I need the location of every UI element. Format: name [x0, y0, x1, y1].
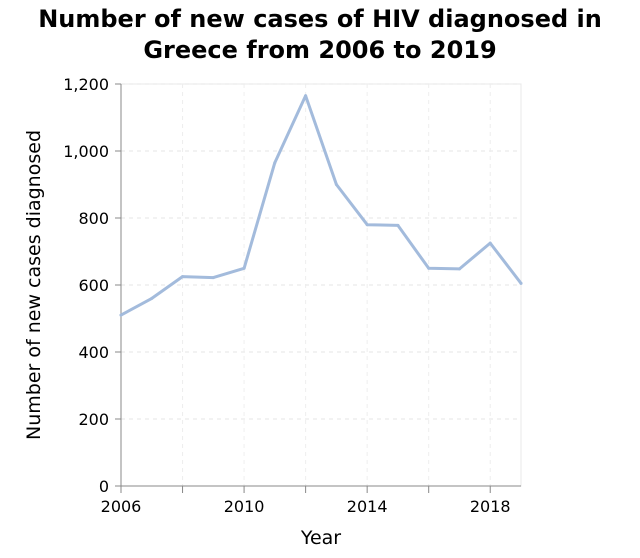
axes: 0 200 400 600 800 1,000 1,200 2006 2010 2014 2018 — [63, 75, 521, 516]
series-group — [119, 94, 523, 317]
data-point — [519, 281, 523, 285]
data-point — [181, 275, 185, 279]
data-point — [396, 223, 400, 227]
x-tick-label: 2006 — [101, 497, 142, 516]
data-point — [242, 266, 246, 270]
y-tick-label: 200 — [78, 410, 109, 429]
grid-lines — [120, 83, 521, 486]
data-point — [119, 313, 123, 317]
x-tick-label: 2014 — [347, 497, 388, 516]
series-line — [119, 94, 523, 317]
chart-title: Number of new cases of HIV diagnosed in … — [0, 4, 640, 66]
data-point — [273, 161, 277, 165]
data-point — [365, 223, 369, 227]
data-point — [334, 183, 338, 186]
chart-title-line-1: Number of new cases of HIV diagnosed in — [38, 5, 602, 33]
data-point — [304, 94, 308, 98]
x-tick-label: 2010 — [224, 497, 265, 516]
chart-title-line-2: Greece from 2006 to 2019 — [143, 36, 497, 64]
data-point — [457, 267, 461, 271]
y-axis-title: Number of new cases diagnosed — [23, 130, 45, 440]
data-point — [488, 241, 492, 245]
data-point — [150, 296, 154, 300]
y-tick-label: 400 — [78, 343, 109, 362]
y-tick-label: 1,200 — [63, 75, 109, 94]
data-point — [427, 266, 431, 270]
y-tick-label: 0 — [99, 477, 109, 496]
y-tick-label: 800 — [78, 209, 109, 228]
x-tick-label: 2018 — [470, 497, 511, 516]
y-tick-label: 600 — [78, 276, 109, 295]
y-tick-label: 1,000 — [63, 142, 109, 161]
x-axis-title: Year — [300, 527, 341, 549]
data-point — [211, 276, 215, 280]
